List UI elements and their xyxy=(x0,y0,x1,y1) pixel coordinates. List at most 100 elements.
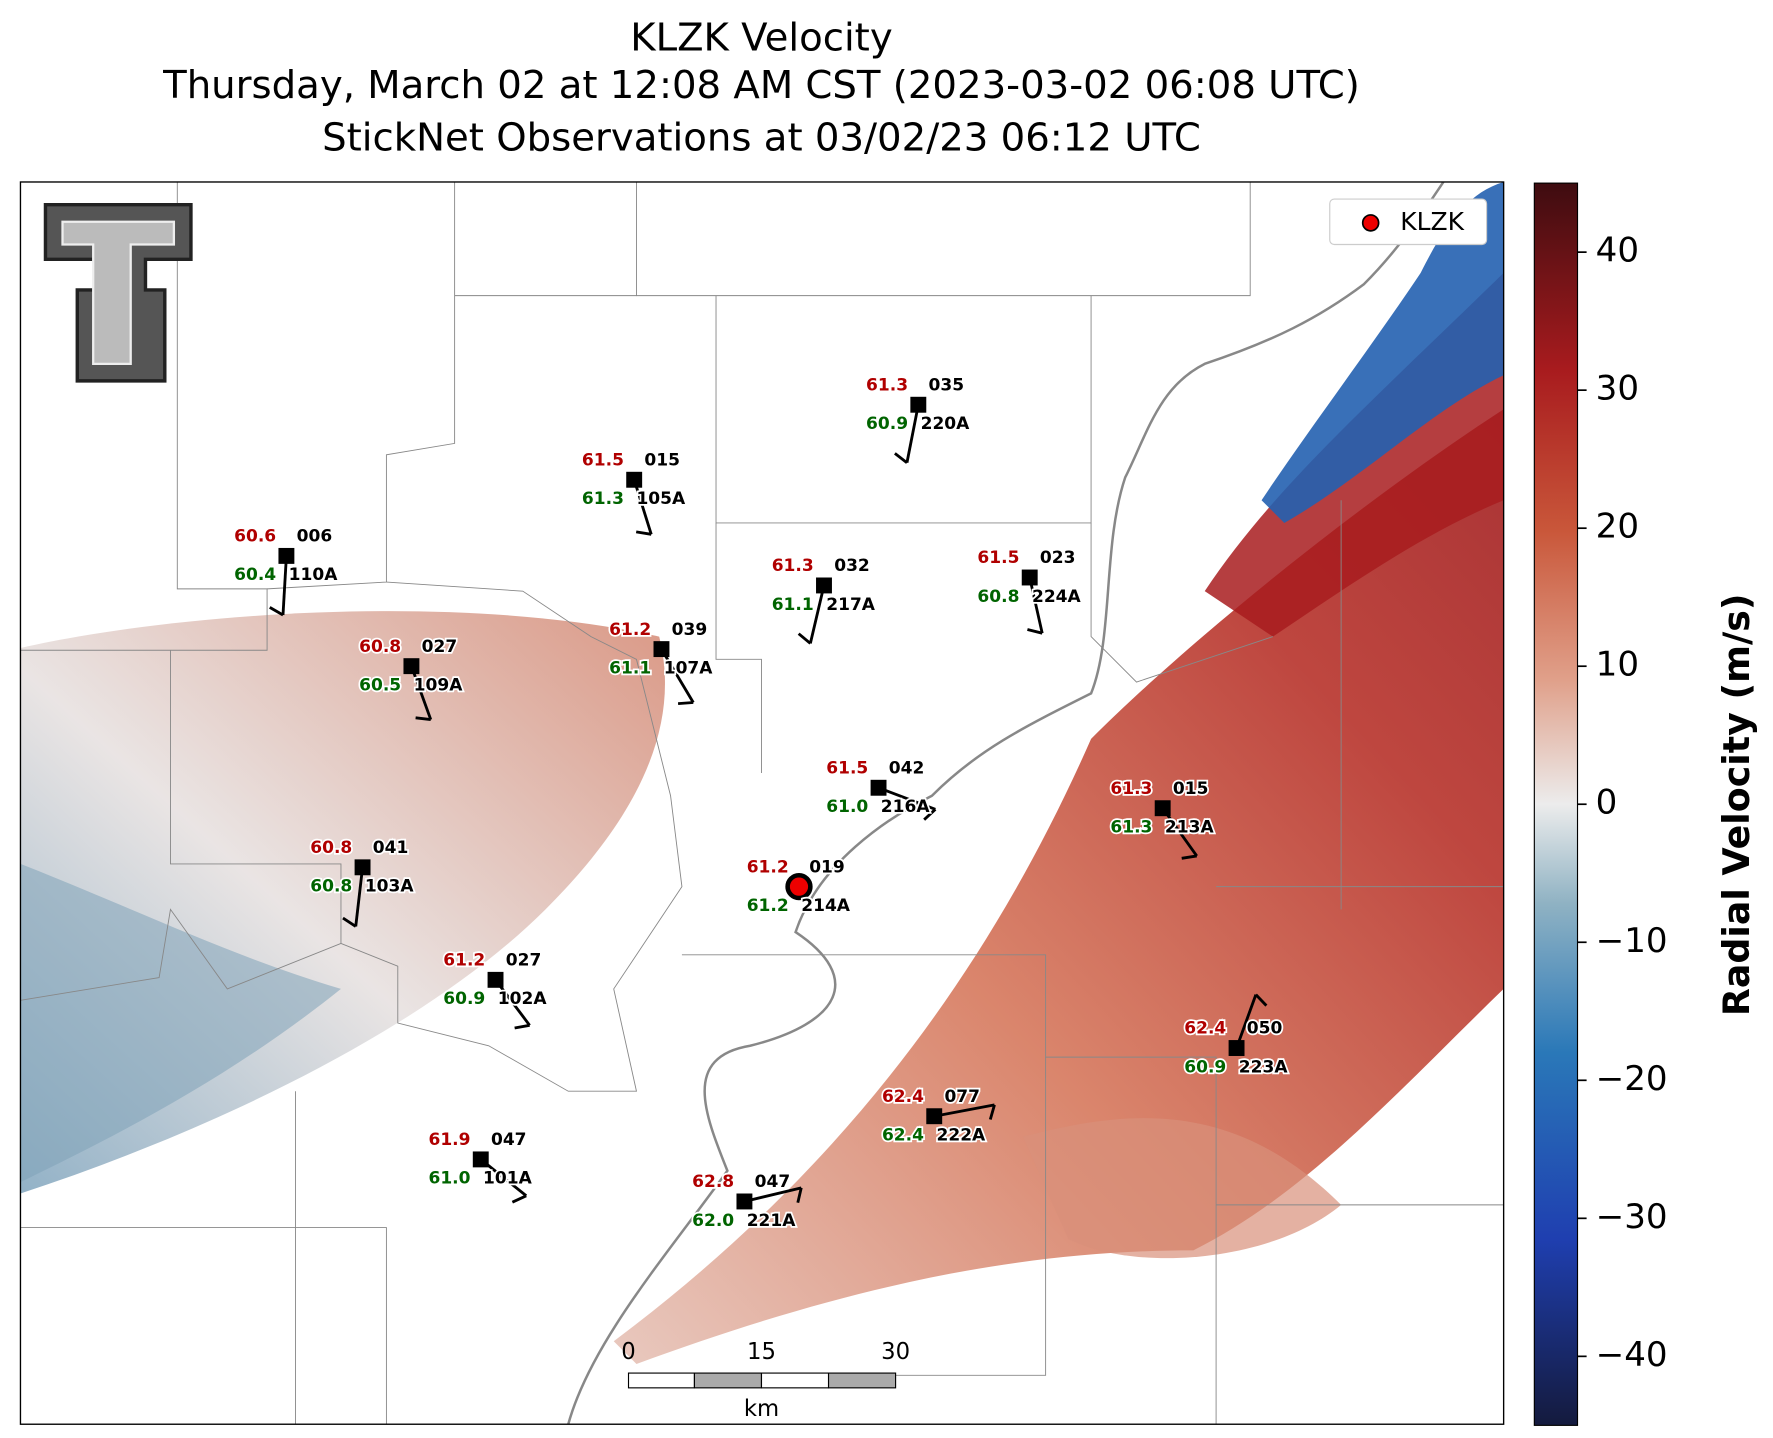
station-id: 107A xyxy=(664,658,714,678)
colorbar-tick-label: 20 xyxy=(1596,507,1639,547)
legend-label: KLZK xyxy=(1400,207,1464,236)
station-id: 109A xyxy=(414,675,464,695)
station-marker xyxy=(1021,569,1038,586)
temperature: 61.5 xyxy=(977,548,1019,568)
station-marker xyxy=(626,471,643,488)
dewpoint: 60.9 xyxy=(1184,1057,1226,1077)
station-marker xyxy=(910,396,927,413)
station-id: 216A xyxy=(881,797,931,817)
colorbar-tick-label: 30 xyxy=(1596,369,1639,409)
wind-barb-flag xyxy=(1254,993,1268,1007)
wind-barb-flag xyxy=(415,716,431,721)
dewpoint: 60.5 xyxy=(359,675,401,695)
wind-value: 015 xyxy=(1173,779,1209,799)
temperature: 62.4 xyxy=(882,1087,924,1107)
scale-label: 30 xyxy=(881,1339,910,1365)
temperature: 61.3 xyxy=(1110,779,1152,799)
station-marker xyxy=(403,658,420,675)
wind-barb-flag xyxy=(796,1187,803,1203)
wind-barb xyxy=(1028,577,1044,634)
colorbar-tick-label: −30 xyxy=(1596,1197,1668,1237)
station-marker xyxy=(472,1151,489,1168)
wind-value: 039 xyxy=(672,620,708,640)
dewpoint: 61.1 xyxy=(772,595,814,615)
wind-value: 042 xyxy=(889,758,925,778)
dewpoint: 61.1 xyxy=(609,658,651,678)
radar-site xyxy=(785,873,813,901)
dewpoint: 61.3 xyxy=(1110,818,1152,838)
colorbar-tick-label: 40 xyxy=(1596,231,1639,271)
station-marker xyxy=(1228,1040,1245,1056)
temperature: 61.2 xyxy=(747,857,789,877)
wind-value: 050 xyxy=(1247,1019,1283,1039)
wind-barb xyxy=(808,585,826,644)
dewpoint: 61.2 xyxy=(747,896,789,916)
title: StickNet Observations at 03/02/23 06:12 … xyxy=(322,115,1201,160)
wind-barb-flag xyxy=(894,452,908,464)
temperature: 62.8 xyxy=(692,1172,734,1192)
wind-value: 019 xyxy=(809,857,845,877)
temperature: 61.5 xyxy=(826,758,868,778)
map xyxy=(20,181,1504,1425)
wind-value: 015 xyxy=(644,450,680,470)
dewpoint: 60.8 xyxy=(310,877,352,897)
temperature: 61.9 xyxy=(428,1130,470,1150)
wind-barb-flag xyxy=(269,606,284,617)
station-id: 101A xyxy=(483,1169,533,1189)
temperature: 60.8 xyxy=(359,637,401,657)
dewpoint: 61.3 xyxy=(582,489,624,509)
colorbar-tick-label: −20 xyxy=(1596,1059,1668,1099)
station-id: 220A xyxy=(921,414,971,434)
wind-barb xyxy=(744,1186,802,1203)
wind-barb-flag xyxy=(797,632,812,645)
wind-barb xyxy=(660,648,695,704)
temperature: 61.2 xyxy=(443,951,485,971)
wind-barb-flag xyxy=(342,916,357,928)
colorbar-tick-label: 10 xyxy=(1596,645,1639,685)
wind-value: 032 xyxy=(834,556,870,576)
station-id: 213A xyxy=(1165,818,1215,838)
wind-barb xyxy=(632,479,653,535)
wind-barb xyxy=(1235,994,1258,1049)
temperature: 60.6 xyxy=(234,527,276,547)
station-marker xyxy=(354,859,371,876)
wind-barb xyxy=(410,665,433,721)
station-marker xyxy=(816,577,832,594)
wind-value: 077 xyxy=(944,1087,980,1107)
station-marker xyxy=(870,779,887,796)
temperature: 61.2 xyxy=(609,620,651,640)
scale-unit: km xyxy=(744,1396,779,1422)
dewpoint: 60.4 xyxy=(234,565,276,585)
dewpoint: 61.0 xyxy=(826,797,868,817)
station-id: 103A xyxy=(365,877,415,897)
station-marker xyxy=(1154,800,1171,817)
wind-barb-flag xyxy=(677,701,694,706)
station-marker xyxy=(653,641,670,658)
station-marker xyxy=(926,1108,943,1125)
temperature: 61.3 xyxy=(772,556,814,576)
station-id: 221A xyxy=(747,1211,797,1231)
title: KLZK Velocity xyxy=(630,15,892,60)
colorbar-tick-label: −10 xyxy=(1596,921,1668,961)
temperature: 62.4 xyxy=(1184,1019,1226,1039)
dewpoint: 60.8 xyxy=(977,587,1019,607)
wind-value: 047 xyxy=(491,1130,527,1150)
temperature: 60.8 xyxy=(310,838,352,858)
dewpoint: 62.0 xyxy=(692,1211,734,1231)
station-id: 222A xyxy=(937,1126,987,1146)
dewpoint: 60.9 xyxy=(443,989,485,1009)
station-id: 223A xyxy=(1239,1057,1289,1077)
wind-value: 027 xyxy=(506,951,542,971)
wind-barb xyxy=(905,404,920,463)
colorbar-label: Radial Velocity (m/s) xyxy=(1715,593,1758,1016)
stations: 61.3 035 60.9 220A 61.5 015 61.3 105A 60.6 006 60.… xyxy=(232,374,1290,1233)
wind-barb xyxy=(281,555,288,616)
station-id: 217A xyxy=(826,595,876,615)
plot-frame xyxy=(19,181,1505,1425)
dewpoint: 62.4 xyxy=(882,1126,924,1146)
wind-barb xyxy=(933,1103,995,1118)
station-id: 102A xyxy=(498,989,548,1009)
wind-value: 035 xyxy=(929,375,965,395)
station-marker xyxy=(736,1193,753,1210)
